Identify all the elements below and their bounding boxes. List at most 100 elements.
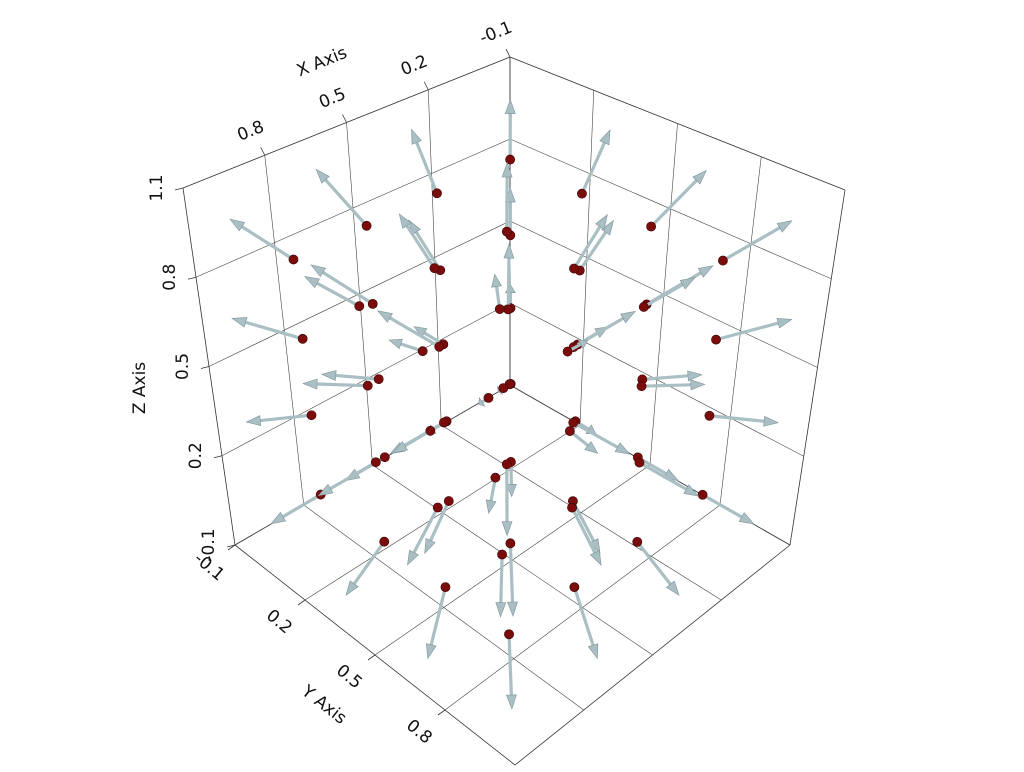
point: [426, 426, 435, 435]
point: [647, 222, 656, 231]
vector-head: [680, 278, 695, 289]
vector-shaft: [317, 384, 368, 386]
point: [439, 418, 448, 427]
vector-head: [506, 695, 516, 709]
vector-shaft: [508, 258, 509, 309]
vector-head: [271, 512, 286, 523]
vector-shaft: [709, 416, 764, 422]
y-axis-title: Y Axis: [297, 681, 350, 729]
vector-head: [426, 644, 436, 659]
x-axis-title: X Axis: [294, 43, 350, 81]
point: [506, 539, 515, 548]
vector-shaft: [330, 462, 375, 488]
vector-head: [411, 129, 421, 144]
point: [633, 537, 642, 546]
vector-shaft: [407, 226, 435, 268]
vector-shaft: [572, 508, 595, 553]
vector-head: [378, 311, 393, 322]
vector-head: [425, 538, 435, 553]
z-tick-label: 1.1: [147, 174, 167, 201]
vector-head: [698, 266, 713, 277]
point: [569, 264, 578, 273]
point: [433, 503, 442, 512]
point: [637, 382, 646, 391]
vector-head: [615, 443, 630, 454]
z-tick-label: 0.2: [186, 442, 206, 469]
vector-head: [777, 318, 792, 328]
point: [432, 189, 441, 198]
vector-head: [508, 602, 518, 616]
point: [570, 583, 579, 592]
vector-head: [764, 416, 778, 426]
vector-head: [496, 603, 506, 617]
vector-shaft: [573, 423, 617, 448]
point: [380, 453, 389, 462]
grid-line: [510, 57, 845, 190]
point: [718, 256, 727, 265]
vector-head: [505, 285, 515, 293]
point: [577, 189, 586, 198]
x-tick-label: 0.8: [234, 117, 267, 146]
point: [705, 411, 714, 420]
vector-head: [322, 370, 336, 380]
vector-shaft: [510, 543, 512, 602]
point: [711, 335, 720, 344]
point: [504, 630, 513, 639]
y-tick-label: 0.8: [402, 716, 436, 749]
vector-shaft: [501, 554, 502, 602]
grid-line: [183, 57, 510, 188]
vector-shaft: [639, 463, 686, 490]
vector-shaft: [246, 322, 303, 339]
y-tick-label: 0.5: [332, 661, 366, 694]
point: [565, 426, 574, 435]
vector-shaft: [716, 323, 778, 340]
z-tick-label: 0.5: [173, 353, 193, 380]
vector-shaft: [242, 227, 294, 260]
vector-head: [777, 221, 792, 232]
point: [307, 411, 316, 420]
vector-head: [590, 550, 601, 565]
vector-shaft: [431, 587, 445, 645]
point: [289, 255, 298, 264]
z-tick-label: -0.1: [199, 528, 219, 561]
point: [502, 460, 511, 469]
tick-mark: [188, 277, 196, 279]
vector-head: [230, 219, 244, 231]
vector-shaft: [723, 228, 780, 261]
vector-shaft: [317, 283, 359, 306]
point: [639, 302, 648, 311]
vector-head: [505, 100, 515, 114]
tick-mark: [343, 115, 347, 123]
tick-mark: [438, 710, 445, 715]
point: [374, 374, 383, 383]
tick-mark: [506, 49, 510, 57]
vector-head: [492, 274, 502, 287]
x-tick-label: -0.1: [477, 18, 515, 49]
point: [380, 537, 389, 546]
vector-shaft: [326, 180, 367, 226]
vector-shaft: [582, 143, 604, 194]
point: [362, 221, 371, 230]
vector-head: [246, 416, 260, 426]
vector-head: [621, 311, 636, 322]
vector-head: [311, 265, 326, 277]
vector-head: [504, 244, 514, 258]
point: [504, 305, 513, 314]
point: [430, 264, 439, 273]
point: [418, 347, 427, 356]
point: [444, 496, 453, 505]
vector-head: [407, 550, 418, 565]
point: [435, 342, 444, 351]
point: [298, 334, 307, 343]
vector-head: [502, 522, 512, 536]
vector-head: [303, 379, 317, 389]
tick-mark: [175, 188, 183, 190]
vector-shaft: [417, 142, 437, 193]
point: [491, 473, 500, 482]
point: [484, 393, 493, 402]
point: [497, 550, 506, 559]
vector-head: [389, 339, 402, 348]
y-tick-label: 0.2: [262, 606, 296, 639]
